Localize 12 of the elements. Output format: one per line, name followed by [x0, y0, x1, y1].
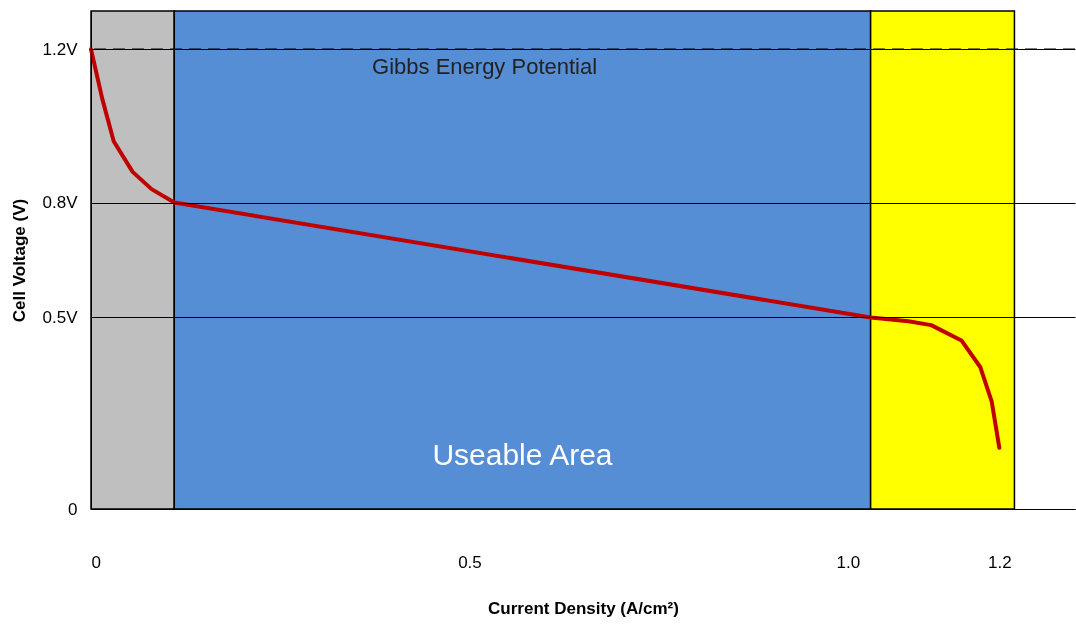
- y-tick-label: 0: [68, 499, 78, 519]
- band-label: Useable Area: [432, 438, 613, 471]
- x-tick-label: 0: [91, 552, 101, 572]
- y-axis-title: Cell Voltage (V): [9, 198, 29, 323]
- x-axis-title: Current Density (A/cm²): [488, 598, 679, 618]
- x-tick-label: 1.2: [987, 552, 1012, 572]
- y-tick-label: 0.8V: [42, 193, 79, 213]
- y-tick-label: 0.5V: [42, 307, 79, 327]
- x-tick-label: 0.5: [458, 552, 482, 572]
- y-tick-label: 1.2V: [42, 39, 79, 59]
- x-tick-label: 1.0: [836, 552, 861, 572]
- ref-line-label: Gibbs Energy Potential: [372, 54, 598, 80]
